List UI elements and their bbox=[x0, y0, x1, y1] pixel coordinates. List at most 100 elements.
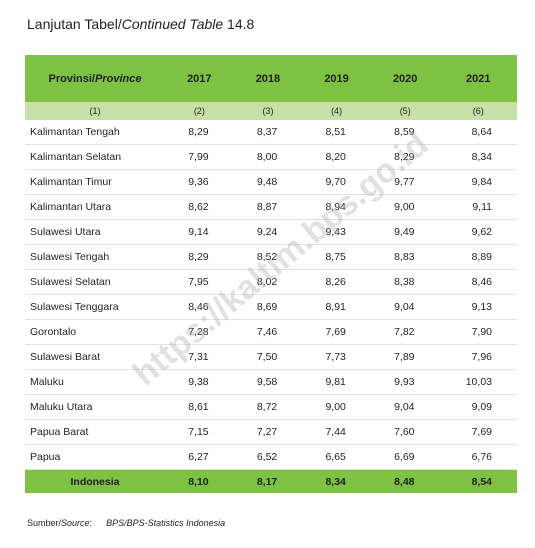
header-row: Provinsi/Province 2017 2018 2019 2020 2021 bbox=[25, 55, 517, 102]
table-body: Kalimantan Tengah 8,29 8,37 8,51 8,59 8,64 Kal… bbox=[25, 120, 517, 470]
value-cell: 9,04 bbox=[370, 294, 440, 320]
value-cell: 9,77 bbox=[370, 169, 440, 195]
value-cell: 8,29 bbox=[370, 144, 440, 170]
province-cell: Maluku Utara bbox=[25, 394, 165, 420]
province-cell: Papua Barat bbox=[25, 419, 165, 445]
column-number: (2) bbox=[165, 102, 234, 120]
year-header: 2017 bbox=[165, 55, 234, 102]
table-row: Maluku Utara 8,61 8,72 9,00 9,04 9,09 bbox=[25, 394, 517, 420]
table-row: Sulawesi Tenggara 8,46 8,69 8,91 9,04 9,13 bbox=[25, 294, 517, 320]
value-cell: 7,60 bbox=[370, 419, 440, 445]
value-cell: 7,90 bbox=[439, 319, 517, 345]
value-cell: 9,00 bbox=[370, 194, 440, 220]
value-cell: 7,73 bbox=[302, 344, 371, 370]
value-cell: 9,38 bbox=[165, 369, 234, 395]
value-cell: 8,61 bbox=[165, 394, 234, 420]
value-cell: 8,75 bbox=[302, 244, 371, 270]
table-row: Kalimantan Utara 8,62 8,87 8,94 9,00 9,11 bbox=[25, 194, 517, 220]
province-cell: Maluku bbox=[25, 369, 165, 395]
total-row: Indonesia 8,10 8,17 8,34 8,48 8,54 bbox=[25, 469, 517, 493]
value-cell: 6,76 bbox=[439, 444, 517, 470]
total-value: 8,54 bbox=[439, 469, 517, 493]
total-value: 8,48 bbox=[370, 469, 440, 493]
province-cell: Sulawesi Barat bbox=[25, 344, 165, 370]
value-cell: 7,99 bbox=[165, 144, 234, 170]
source-text: BPS/BPS-Statistics Indonesia bbox=[106, 518, 226, 528]
value-cell: 7,69 bbox=[439, 419, 517, 445]
header-text: Provinsi/ bbox=[48, 72, 95, 85]
value-cell: 8,26 bbox=[302, 269, 371, 295]
province-cell: Sulawesi Tenggara bbox=[25, 294, 165, 320]
value-cell: 8,00 bbox=[233, 144, 303, 170]
value-cell: 6,52 bbox=[233, 444, 303, 470]
value-cell: 9,13 bbox=[439, 294, 517, 320]
value-cell: 9,48 bbox=[233, 169, 303, 195]
total-value: 8,17 bbox=[233, 469, 303, 493]
province-cell: Kalimantan Tengah bbox=[25, 120, 165, 145]
value-cell: 8,20 bbox=[302, 144, 371, 170]
province-cell: Kalimantan Timur bbox=[25, 169, 165, 195]
value-cell: 8,94 bbox=[302, 194, 371, 220]
table-row: Papua Barat 7,15 7,27 7,44 7,60 7,69 bbox=[25, 419, 517, 445]
source: Sumber/Source: BPS/BPS-Statistics Indones… bbox=[27, 518, 225, 528]
value-cell: 9,62 bbox=[439, 219, 517, 245]
value-cell: 8,34 bbox=[439, 144, 517, 170]
value-cell: 8,52 bbox=[233, 244, 303, 270]
table-row: Sulawesi Barat 7,31 7,50 7,73 7,89 7,96 bbox=[25, 344, 517, 370]
value-cell: 9,36 bbox=[165, 169, 234, 195]
column-number: (3) bbox=[233, 102, 303, 120]
table-row: Sulawesi Selatan 7,95 8,02 8,26 8,38 8,46 bbox=[25, 269, 517, 295]
value-cell: 9,11 bbox=[439, 194, 517, 220]
value-cell: 8,87 bbox=[233, 194, 303, 220]
value-cell: 7,15 bbox=[165, 419, 234, 445]
value-cell: 7,46 bbox=[233, 319, 303, 345]
value-cell: 9,84 bbox=[439, 169, 517, 195]
source-label: Source bbox=[61, 518, 90, 528]
value-cell: 7,89 bbox=[370, 344, 440, 370]
header-text: Province bbox=[95, 72, 142, 85]
value-cell: 7,69 bbox=[302, 319, 371, 345]
data-table: Provinsi/Province 2017 2018 2019 2020 2021 (… bbox=[25, 55, 517, 493]
value-cell: 9,09 bbox=[439, 394, 517, 420]
value-cell: 8,72 bbox=[233, 394, 303, 420]
source-label: Sumber/ bbox=[27, 518, 62, 528]
table-row: Maluku 9,38 9,58 9,81 9,93 10,03 bbox=[25, 369, 517, 395]
table-row: Kalimantan Timur 9,36 9,48 9,70 9,77 9,84 bbox=[25, 169, 517, 195]
title-text: Lanjutan Tabel/ bbox=[27, 16, 122, 32]
value-cell: 7,50 bbox=[233, 344, 303, 370]
value-cell: 6,27 bbox=[165, 444, 234, 470]
title-text: 14.8 bbox=[223, 16, 255, 32]
value-cell: 9,04 bbox=[370, 394, 440, 420]
value-cell: 9,81 bbox=[302, 369, 371, 395]
value-cell: 9,49 bbox=[370, 219, 440, 245]
value-cell: 8,29 bbox=[165, 244, 234, 270]
province-cell: Gorontalo bbox=[25, 319, 165, 345]
value-cell: 9,00 bbox=[302, 394, 371, 420]
value-cell: 8,37 bbox=[233, 120, 303, 145]
table-row: Sulawesi Tengah 8,29 8,52 8,75 8,83 8,89 bbox=[25, 244, 517, 270]
value-cell: 7,31 bbox=[165, 344, 234, 370]
value-cell: 8,64 bbox=[439, 120, 517, 145]
province-cell: Papua bbox=[25, 444, 165, 470]
year-header: 2021 bbox=[439, 55, 517, 102]
value-cell: 7,82 bbox=[370, 319, 440, 345]
value-cell: 8,02 bbox=[233, 269, 303, 295]
table-row: Kalimantan Selatan 7,99 8,00 8,20 8,29 8,34 bbox=[25, 144, 517, 170]
province-cell: Sulawesi Tengah bbox=[25, 244, 165, 270]
total-value: 8,10 bbox=[165, 469, 234, 493]
year-header: 2018 bbox=[233, 55, 303, 102]
value-cell: 6,69 bbox=[370, 444, 440, 470]
source-label: : bbox=[89, 518, 93, 528]
column-number-row: (1) (2) (3) (4) (5) (6) bbox=[25, 102, 517, 120]
title: Lanjutan Tabel/Continued Table 14.8 bbox=[27, 16, 254, 32]
value-cell: 10,03 bbox=[439, 369, 517, 395]
total-value: 8,34 bbox=[302, 469, 371, 493]
value-cell: 9,43 bbox=[302, 219, 371, 245]
province-cell: Kalimantan Utara bbox=[25, 194, 165, 220]
value-cell: 8,59 bbox=[370, 120, 440, 145]
value-cell: 8,29 bbox=[165, 120, 234, 145]
value-cell: 7,28 bbox=[165, 319, 234, 345]
value-cell: 7,44 bbox=[302, 419, 371, 445]
value-cell: 8,89 bbox=[439, 244, 517, 270]
